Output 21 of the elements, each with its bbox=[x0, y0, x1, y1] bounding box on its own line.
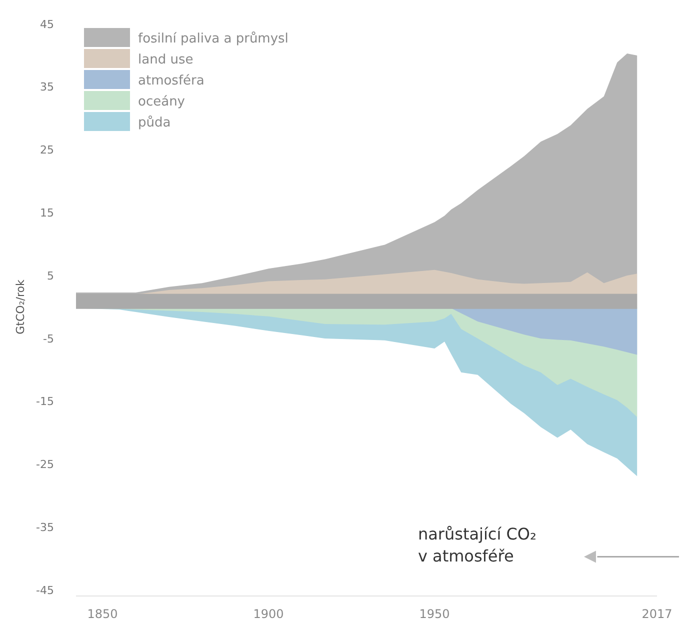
annotation: narůstající CO₂ v atmosféře bbox=[418, 524, 536, 566]
y-tick-label: 25 bbox=[40, 144, 54, 157]
y-tick-label: -5 bbox=[43, 332, 54, 346]
y-tick-label: -25 bbox=[36, 458, 54, 472]
legend-label: fosilní paliva a průmysl bbox=[138, 30, 288, 47]
y-tick-label: 35 bbox=[40, 80, 54, 94]
legend-label: oceány bbox=[138, 94, 186, 110]
y-tick-label: -45 bbox=[36, 584, 54, 597]
y-axis-title: GtCO₂/rok bbox=[14, 279, 27, 334]
x-tick-label: 1950 bbox=[419, 607, 450, 621]
x-tick-label: 1850 bbox=[87, 607, 118, 621]
x-tick-label: 2017 bbox=[642, 607, 672, 621]
y-tick-label: 15 bbox=[40, 206, 54, 220]
y-tick-label: -35 bbox=[36, 520, 54, 534]
y-tick-label: -15 bbox=[36, 395, 54, 408]
y-tick-label: 5 bbox=[47, 269, 54, 282]
y-tick-label: 45 bbox=[40, 18, 54, 31]
x-tick-label: 1900 bbox=[253, 607, 284, 621]
legend-label: půda bbox=[138, 114, 171, 131]
legend-label: land use bbox=[138, 52, 194, 68]
legend-label: atmosféra bbox=[138, 74, 204, 89]
